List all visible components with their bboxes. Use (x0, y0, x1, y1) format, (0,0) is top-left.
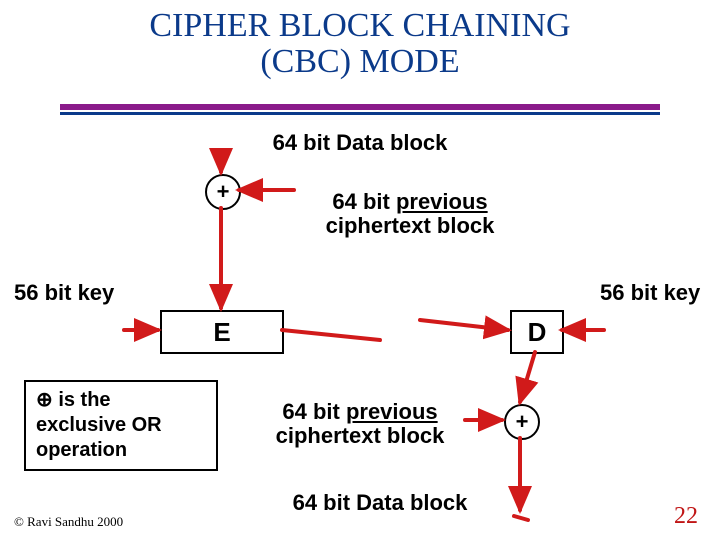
label-data-block-bottom: 64 bit Data block (260, 490, 500, 516)
xor-node-top: + (205, 174, 241, 210)
footer-copyright: © Ravi Sandhu 2000 (14, 514, 123, 530)
xor-symbol-icon: ⊕ (36, 389, 53, 411)
label-key-left: 56 bit key (14, 280, 114, 306)
title-line-2: (CBC) MODE (0, 44, 720, 80)
title-underline-1 (60, 104, 660, 110)
footer-page-number: 22 (674, 503, 698, 530)
label-key-right: 56 bit key (600, 280, 700, 306)
xor-node-bottom: + (504, 404, 540, 440)
note-line-1: ⊕ is the (36, 388, 206, 413)
decrypt-box: D (510, 310, 564, 354)
encrypt-box: E (160, 310, 284, 354)
label-data-block-top: 64 bit Data block (240, 130, 480, 156)
xor-note-box: ⊕ is the exclusive OR operation (24, 380, 218, 471)
note-line-2: exclusive OR (36, 413, 206, 438)
label-prev-ciphertext-right: 64 bit previousciphertext block (250, 400, 470, 448)
note-line-3: operation (36, 438, 206, 463)
title-underline-2 (60, 112, 660, 115)
slide-title: CIPHER BLOCK CHAINING(CBC) MODE (0, 8, 720, 79)
title-line-1: CIPHER BLOCK CHAINING (0, 8, 720, 44)
label-prev-ciphertext-left: 64 bit previousciphertext block (300, 190, 520, 238)
slide-root: CIPHER BLOCK CHAINING(CBC) MODE 64 bit D… (0, 0, 720, 540)
